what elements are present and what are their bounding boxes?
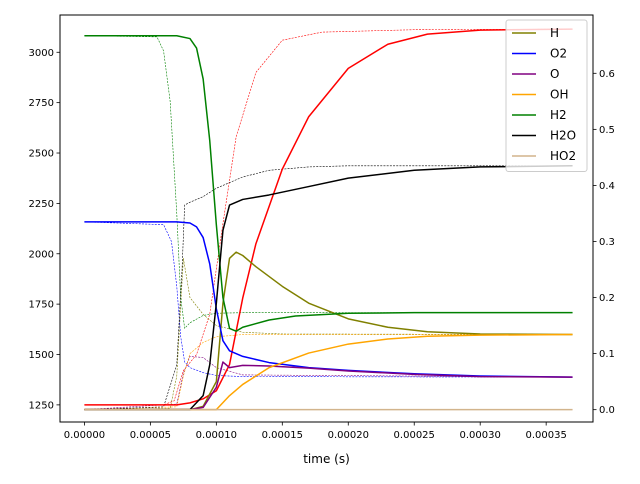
y-left-tick-label: 2750 (29, 98, 54, 109)
x-tick-label: 0.00015 (262, 430, 303, 441)
y-right-tick-label: 0.6 (599, 69, 615, 80)
series-line-h2-reference (84, 35, 573, 329)
series-line-temperature (84, 28, 573, 406)
series-line-h (84, 251, 573, 411)
y-left-tick-label: 1750 (29, 300, 54, 311)
y-right-tick-label: 0.1 (599, 349, 615, 360)
series-line-o (84, 361, 573, 411)
y-left-tick-label: 2250 (29, 199, 54, 210)
y-left-tick-label: 1250 (29, 400, 54, 411)
y-left-axis-ticks: 1250 1500 1750 2000 2250 2500 2750 3000 (29, 48, 60, 411)
y-left-tick-label: 3000 (29, 48, 54, 59)
x-tick-label: 0.00005 (130, 430, 171, 441)
y-right-tick-label: 0.5 (599, 125, 615, 136)
legend-label-o2: O2 (550, 47, 567, 61)
legend-box (505, 19, 588, 172)
y-right-tick-label: 0.4 (599, 181, 615, 192)
series-line-o-reference (84, 356, 573, 410)
legend-label-h2o: H2O (550, 129, 576, 143)
legend-label-ho2: HO2 (550, 149, 576, 163)
y-right-tick-label: 0.3 (599, 237, 615, 248)
y-right-tick-label: 0.0 (599, 405, 615, 416)
legend-label-h2: H2 (550, 108, 567, 122)
x-axis-ticks: 0.00000 0.00005 0.00010 0.00015 0.00020 0.000… (64, 422, 567, 441)
series-line-h-reference (84, 257, 573, 410)
plot-frame (59, 14, 594, 423)
y-left-tick-label: 2000 (29, 249, 54, 260)
x-axis-label: time (s) (303, 452, 350, 466)
series-line-h2 (84, 34, 573, 332)
x-tick-label: 0.00010 (196, 430, 237, 441)
series-line-oh (84, 333, 573, 411)
y-right-axis-ticks: 0.0 0.1 0.2 0.3 0.4 0.5 0.6 (593, 69, 615, 416)
x-tick-label: 0.00035 (525, 430, 566, 441)
series-line-oh-reference (84, 334, 573, 410)
x-tick-label: 0.00020 (328, 430, 369, 441)
legend-label-oh: OH (550, 88, 568, 102)
series-line-h2o (84, 165, 573, 411)
y-right-tick-label: 0.2 (599, 293, 615, 304)
x-tick-label: 0.00025 (394, 430, 435, 441)
legend-label-h: H (550, 26, 559, 40)
legend-label-o: O (550, 67, 559, 81)
x-tick-label: 0.00000 (64, 430, 105, 441)
y-left-tick-label: 2500 (29, 149, 54, 160)
series-line-o2-reference (84, 221, 573, 378)
y-left-tick-label: 1500 (29, 350, 54, 361)
x-tick-label: 0.00030 (460, 430, 501, 441)
series-line-h2o-reference (84, 165, 573, 410)
series-layer (84, 28, 573, 411)
series-line-temperature-reference (84, 28, 573, 406)
